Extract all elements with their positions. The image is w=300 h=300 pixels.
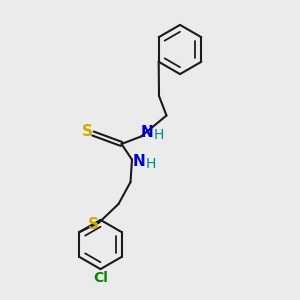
Text: H: H <box>154 128 164 142</box>
Text: S: S <box>88 217 99 232</box>
Text: N: N <box>141 125 153 140</box>
Text: Cl: Cl <box>93 271 108 285</box>
Text: N: N <box>132 154 145 169</box>
Text: S: S <box>82 124 93 139</box>
Text: H: H <box>146 157 156 171</box>
